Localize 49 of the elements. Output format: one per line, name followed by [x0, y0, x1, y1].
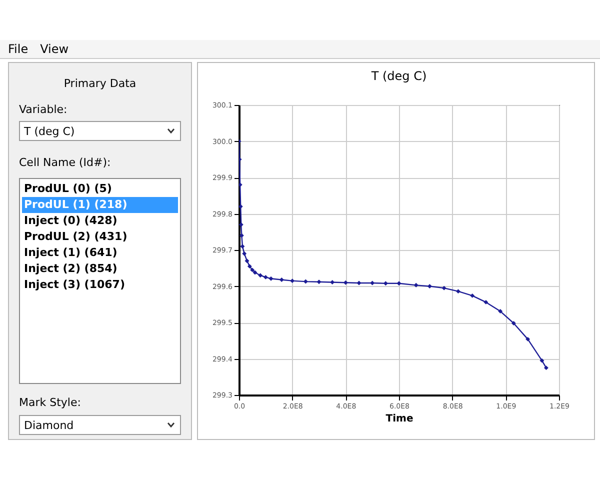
- text: Inject (3) (1067): [23, 277, 126, 293]
- point: [242, 251, 247, 256]
- point: [427, 284, 432, 288]
- point: [239, 204, 243, 209]
- point: [470, 293, 475, 298]
- point: [316, 280, 322, 284]
- text: Inject (2) (854): [23, 261, 118, 277]
- point: [330, 280, 335, 284]
- point: [263, 274, 268, 280]
- chart-title: T (deg C): [370, 69, 427, 83]
- point: [239, 233, 244, 238]
- text: Inject (1) (641): [23, 245, 118, 261]
- text: View: [40, 42, 69, 56]
- point: [544, 366, 548, 370]
- point: [356, 280, 362, 286]
- point: [540, 358, 544, 363]
- point: [240, 244, 245, 249]
- point: [414, 282, 418, 288]
- point: [511, 320, 516, 326]
- point: [442, 286, 446, 290]
- point: [250, 268, 255, 272]
- text: Cell Name (Id#):: [19, 156, 111, 169]
- point: [290, 278, 295, 284]
- point: [239, 182, 242, 187]
- text: File: [8, 42, 28, 56]
- text: ProdUL (1) (218): [22, 197, 178, 213]
- text: Inject (0) (428): [23, 213, 118, 229]
- point: [383, 281, 388, 286]
- point: [268, 276, 274, 281]
- point: [258, 273, 263, 278]
- point: [279, 277, 284, 282]
- point: [343, 280, 348, 285]
- point: [239, 222, 244, 227]
- x-axis-title: Time: [386, 414, 414, 424]
- point: [498, 309, 503, 314]
- point: [526, 336, 530, 342]
- text: ProdUL (2) (431): [23, 229, 128, 245]
- text: T (deg C): [19, 121, 181, 141]
- text: Primary Data: [62, 77, 138, 90]
- text: Diamond: [19, 415, 181, 435]
- point: [247, 264, 252, 269]
- text: Variable:: [19, 103, 68, 116]
- point: [396, 281, 402, 286]
- point: [484, 300, 488, 304]
- text: Mark Style:: [19, 396, 81, 409]
- text: ProdUL (0) (5): [23, 181, 113, 197]
- point: [252, 270, 258, 275]
- point: [244, 258, 250, 264]
- point: [456, 289, 460, 294]
